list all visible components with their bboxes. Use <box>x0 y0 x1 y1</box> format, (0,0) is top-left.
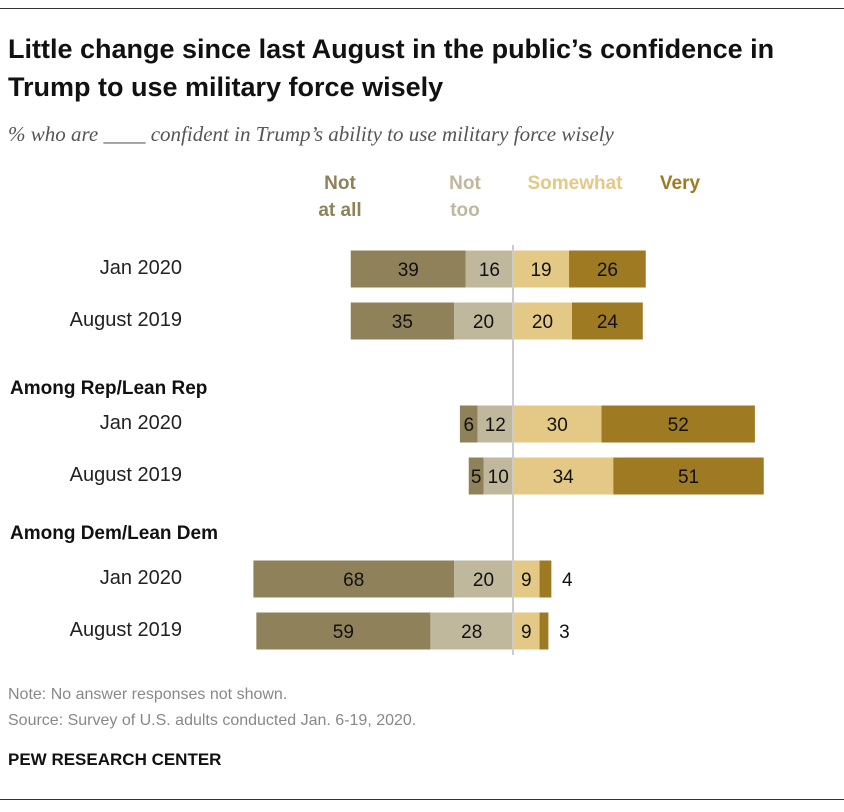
bar-somewhat <box>513 612 540 650</box>
group-label: Among Rep/Lean Rep <box>10 378 208 399</box>
bar-not-too <box>477 405 513 443</box>
data-label: 16 <box>479 260 500 281</box>
data-label: 28 <box>461 622 482 643</box>
data-label: 9 <box>521 570 532 591</box>
bar-not-too <box>454 560 513 598</box>
data-label: 20 <box>473 312 494 333</box>
data-label: 3 <box>559 622 570 643</box>
data-label: 24 <box>597 312 619 333</box>
bar-very <box>601 405 755 443</box>
group-label: Among Dem/Lean Dem <box>10 523 218 544</box>
row-label: Jan 2020 <box>99 257 182 279</box>
row-label: August 2019 <box>69 464 182 486</box>
data-label: 35 <box>392 312 413 333</box>
bar-somewhat <box>513 405 602 443</box>
bar-not-at-all <box>256 612 431 650</box>
data-label: 20 <box>532 312 553 333</box>
bar-not-at-all <box>459 405 478 443</box>
data-label: 59 <box>333 622 354 643</box>
top-rule <box>0 8 844 9</box>
legend-not-at-all: Not at all <box>318 173 362 221</box>
bar-very <box>572 302 643 340</box>
bar-somewhat <box>513 250 570 288</box>
data-label: 5 <box>471 467 482 488</box>
chart-subtitle: % who are ____ confident in Trump’s abil… <box>8 122 614 146</box>
legend-not-too: Not too <box>449 173 481 221</box>
source: Source: Survey of U.S. adults conducted … <box>8 712 417 729</box>
bar-very <box>613 457 764 495</box>
legend-very: Very <box>659 173 701 194</box>
data-label: 39 <box>398 260 419 281</box>
note: Note: No answer responses not shown. <box>8 686 288 703</box>
bar-somewhat <box>513 560 540 598</box>
bar-somewhat <box>513 302 572 340</box>
legend-somewhat: Somewhat <box>527 173 623 194</box>
bar-not-at-all <box>253 560 454 598</box>
data-label: 20 <box>473 570 494 591</box>
bar-not-at-all <box>350 250 466 288</box>
bar-somewhat <box>513 457 614 495</box>
bottom-rule <box>0 799 844 800</box>
data-label: 4 <box>562 570 573 591</box>
bar-very <box>539 612 549 650</box>
data-label: 26 <box>597 260 618 281</box>
data-label: 51 <box>678 467 699 488</box>
data-label: 52 <box>668 415 689 436</box>
data-label: 9 <box>521 622 532 643</box>
brand-logo: PEW RESEARCH CENTER <box>8 750 222 769</box>
bar-not-too <box>483 457 513 495</box>
data-label: 30 <box>547 415 568 436</box>
row-label: Jan 2020 <box>99 567 182 589</box>
data-label: 34 <box>553 467 575 488</box>
bar-not-too <box>430 612 513 650</box>
row-label: Jan 2020 <box>99 412 182 434</box>
data-label: 19 <box>530 260 551 281</box>
data-label: 68 <box>343 570 364 591</box>
data-label: 6 <box>463 415 474 436</box>
data-label: 10 <box>488 467 509 488</box>
row-label: August 2019 <box>69 309 182 331</box>
row-label: August 2019 <box>69 619 182 641</box>
bar-very <box>569 250 646 288</box>
chart-title: Little change since last August in the p… <box>8 34 775 102</box>
bar-not-at-all <box>350 302 454 340</box>
bar-not-at-all <box>468 457 484 495</box>
bar-not-too <box>454 302 513 340</box>
bar-not-too <box>465 250 513 288</box>
bar-very <box>539 560 552 598</box>
data-label: 12 <box>485 415 506 436</box>
